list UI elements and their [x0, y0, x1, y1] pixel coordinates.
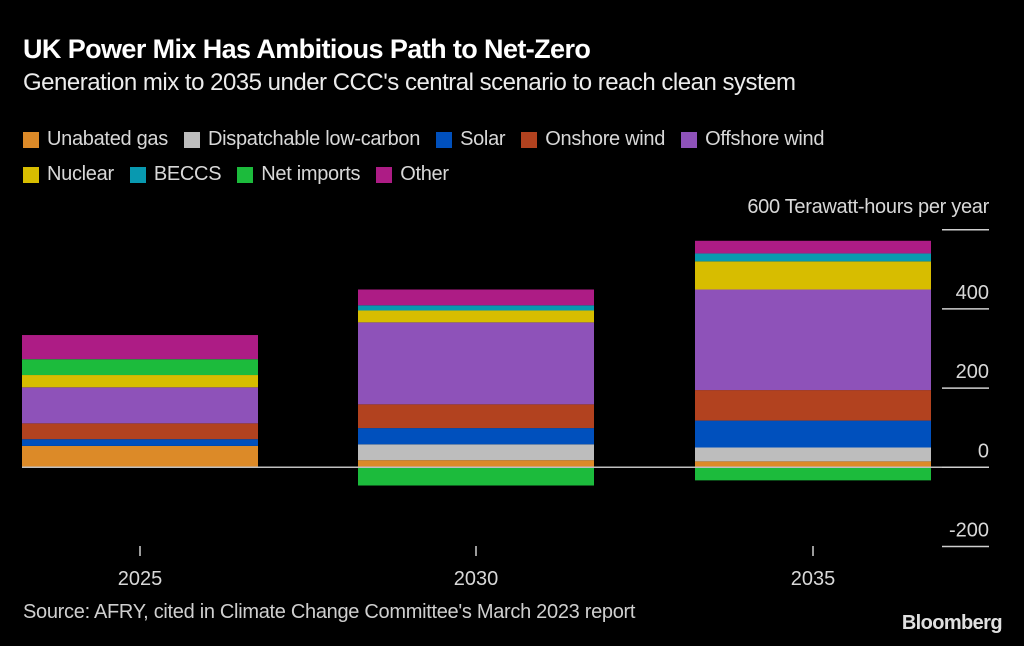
legend-swatch: [521, 131, 538, 148]
bar-segment-onshore-wind-2035: [695, 390, 931, 421]
axis-group: 2025 2030 2035 400 200 0 -200: [22, 228, 989, 590]
legend-item-nuclear: Nuclear: [23, 157, 114, 192]
legend-swatch: [183, 131, 200, 148]
legend-swatch: [129, 166, 146, 183]
bar-segment-unabated-gas-2025: [22, 445, 258, 468]
bar-segment-net-imports-2035: [695, 467, 931, 481]
bar-segment-nuclear-2035: [695, 261, 931, 290]
x-tick-label: 2035: [791, 568, 836, 590]
y-tick-label: 0: [978, 440, 989, 462]
legend-label: Unabated gas: [47, 128, 168, 150]
bar-segment-offshore-wind-2035: [695, 289, 931, 391]
y-tick-label: 400: [956, 282, 989, 304]
legend-swatch: [23, 131, 39, 148]
bar-segment-unabated-gas-2035: [695, 461, 931, 468]
bar-segment-net-imports-2030: [358, 467, 594, 486]
legend-label: Nuclear: [47, 163, 114, 185]
legend-item-other: Other: [376, 157, 449, 192]
bar-segment-offshore-wind-2025: [22, 387, 258, 424]
bloomberg-logo: Bloomberg: [901, 612, 1003, 634]
bar-segment-other-2035: [695, 240, 931, 254]
x-tick-label: 2025: [118, 568, 163, 590]
bar-segment-solar-2035: [695, 420, 931, 448]
bar-segment-solar-2030: [358, 428, 594, 445]
legend-row: Unabated gas Dispatchable low-carbon Sol…: [23, 122, 1013, 157]
bar-segment-unabated-gas-2030: [358, 460, 594, 468]
bar-segment-solar-2025: [22, 439, 258, 446]
bars-group: [22, 240, 931, 486]
bar-segment-net-imports-2025: [22, 359, 258, 376]
legend-item-unabated-gas: Unabated gas: [23, 122, 168, 157]
y-axis-units-label: 600 Terawatt-hours per year: [747, 196, 989, 218]
legend-label: BECCS: [153, 163, 222, 185]
legend-swatch: [436, 131, 453, 148]
bar-segment-other-2030: [358, 289, 594, 306]
bar-segment-onshore-wind-2030: [358, 404, 594, 429]
legend-label: Onshore wind: [545, 128, 666, 150]
source-note: Source: AFRY, cited in Climate Change Co…: [23, 601, 636, 623]
legend-item-beccs: BECCS: [129, 157, 222, 192]
legend-item-offshore-wind: Offshore wind: [681, 122, 825, 157]
bar-segment-dispatchable-low-carbon-2030: [358, 444, 594, 461]
legend-label: Net imports: [261, 163, 361, 185]
legend-label: Other: [400, 163, 449, 185]
chart-title: UK Power Mix Has Ambitious Path to Net-Z…: [23, 34, 591, 64]
legend-swatch: [681, 131, 698, 148]
chart-subtitle: Generation mix to 2035 under CCC's centr…: [23, 69, 796, 96]
legend-label: Solar: [460, 128, 506, 150]
legend: Unabated gas Dispatchable low-carbon Sol…: [23, 122, 1013, 192]
legend-item-solar: Solar: [436, 122, 506, 157]
legend-item-onshore-wind: Onshore wind: [521, 122, 665, 157]
bar-segment-nuclear-2030: [358, 310, 594, 323]
legend-label: Dispatchable low-carbon: [207, 128, 421, 150]
x-tick-label: 2030: [454, 568, 499, 590]
bar-segment-dispatchable-low-carbon-2035: [695, 447, 931, 462]
legend-item-dispatchable-low-carbon: Dispatchable low-carbon: [183, 122, 421, 157]
bar-segment-other-2025: [22, 335, 258, 360]
legend-item-net-imports: Net imports: [237, 157, 361, 192]
bar-segment-onshore-wind-2025: [22, 423, 258, 440]
y-tick-label: 200: [956, 361, 989, 383]
legend-swatch: [23, 166, 39, 183]
y-tick-label: -200: [949, 520, 989, 542]
bar-segment-beccs-2030: [358, 305, 594, 311]
legend-label: Offshore wind: [705, 128, 825, 150]
legend-swatch: [237, 166, 254, 183]
legend-row: Nuclear BECCS Net imports Other: [23, 157, 1013, 192]
legend-swatch: [376, 166, 393, 183]
bar-segment-offshore-wind-2030: [358, 322, 594, 405]
bar-segment-nuclear-2025: [22, 375, 258, 388]
bar-segment-beccs-2035: [695, 253, 931, 262]
